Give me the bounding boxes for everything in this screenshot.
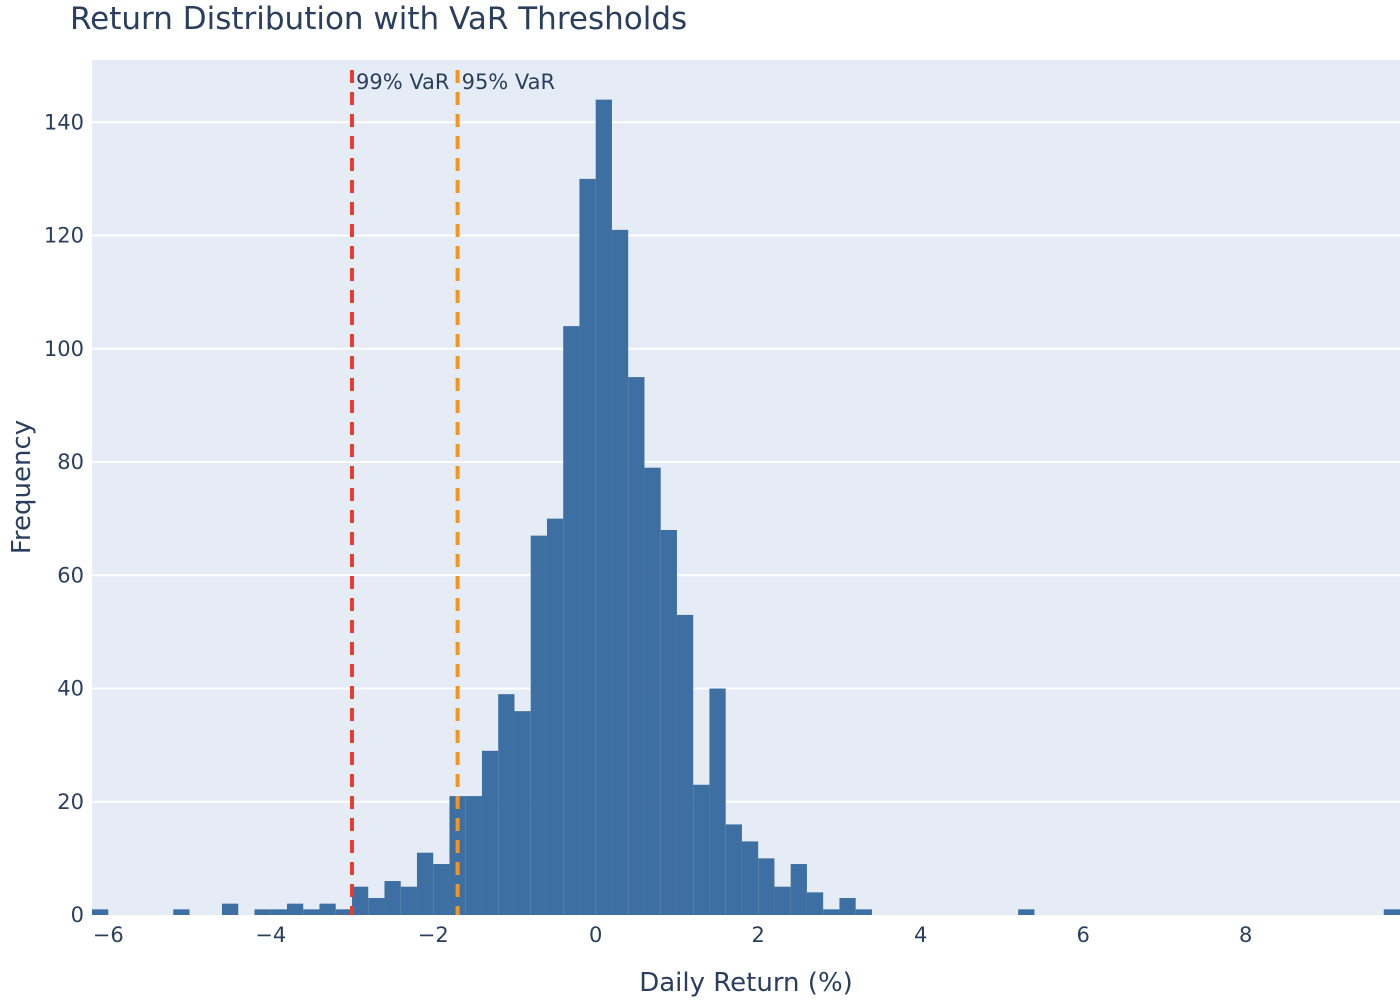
histogram-bar (806, 892, 824, 915)
y-tick-label: 40 (57, 677, 84, 701)
histogram-bar (774, 886, 791, 915)
y-axis-title: Frequency (7, 420, 37, 554)
histogram-bar (270, 909, 287, 915)
x-tick-label: −6 (93, 923, 124, 947)
histogram-bars (92, 99, 1400, 916)
histogram-bar (335, 909, 352, 915)
histogram-bar (563, 326, 580, 915)
histogram-bar (303, 909, 320, 915)
var-label-99: 99% VaR (356, 70, 450, 94)
histogram-bar (546, 518, 564, 915)
histogram-bar (465, 796, 482, 915)
histogram-bar (530, 535, 547, 915)
histogram-bar (855, 909, 872, 915)
histogram-bar (368, 898, 385, 915)
histogram-bar (449, 796, 466, 915)
x-tick-label: 2 (751, 923, 764, 947)
histogram-bar (595, 99, 612, 916)
histogram-bar (1383, 909, 1400, 915)
histogram-bar (660, 529, 677, 915)
histogram-bar (579, 178, 596, 915)
x-tick-label: 0 (589, 923, 602, 947)
y-tick-label: 140 (44, 110, 84, 134)
y-tick-label: 0 (71, 903, 84, 927)
histogram-bar (319, 903, 336, 915)
var-threshold-lines: 99% VaR 95% VaR (349, 70, 556, 915)
histogram-bar (741, 841, 759, 915)
histogram-bar (173, 909, 190, 915)
histogram-bar (611, 229, 629, 915)
histogram-bar (628, 377, 645, 916)
histogram-bar (644, 467, 661, 915)
histogram-bar (693, 784, 710, 915)
histogram-bar (758, 858, 775, 915)
var-label-95: 95% VaR (462, 70, 556, 94)
plot-area (92, 60, 1400, 915)
histogram-bar (400, 886, 417, 915)
y-tick-label: 20 (57, 790, 84, 814)
histogram-bar (221, 903, 239, 915)
histogram-bar (1018, 909, 1035, 915)
x-tick-label: −2 (418, 923, 449, 947)
histogram-bar (254, 909, 271, 915)
x-tick-label: 6 (1076, 923, 1089, 947)
histogram-bar (514, 711, 531, 915)
histogram-bar (416, 852, 434, 915)
y-tick-label: 60 (57, 563, 84, 587)
histogram-bar (351, 886, 369, 915)
x-axis-ticks: −6 −4 −2 0 2 4 6 8 (93, 923, 1253, 947)
histogram-bar (676, 614, 694, 915)
histogram-bar (92, 909, 109, 915)
y-axis-ticks: 0 20 40 60 80 100 120 140 (44, 110, 84, 927)
gridlines (92, 121, 1400, 803)
y-tick-label: 100 (44, 337, 84, 361)
chart-title: Return Distribution with VaR Thresholds (70, 1, 687, 37)
histogram-bar (709, 688, 726, 915)
x-tick-label: 4 (914, 923, 927, 947)
x-tick-label: 8 (1239, 923, 1252, 947)
histogram-bar (384, 881, 401, 915)
histogram-bar (790, 864, 807, 915)
y-tick-label: 120 (44, 224, 84, 248)
histogram-bar (823, 909, 840, 915)
histogram-bar (839, 898, 856, 915)
histogram-bar (498, 694, 515, 915)
y-tick-label: 80 (57, 450, 84, 474)
histogram-bar (433, 864, 450, 915)
histogram-bar (286, 903, 304, 915)
x-axis-title: Daily Return (%) (639, 968, 853, 998)
histogram-bar (481, 750, 499, 915)
histogram-bar (725, 824, 742, 915)
x-tick-label: −4 (255, 923, 286, 947)
